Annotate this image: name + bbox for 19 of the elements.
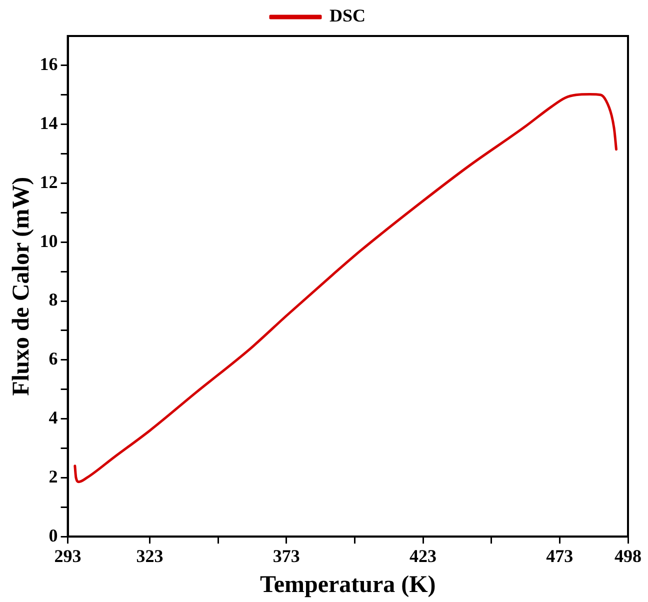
x-tick-label: 498 xyxy=(614,546,642,566)
y-tick-label: 8 xyxy=(48,290,58,310)
y-tick-label: 0 xyxy=(48,525,58,546)
x-tick-label: 423 xyxy=(410,546,437,566)
y-tick-label: 10 xyxy=(40,230,58,251)
y-tick-label: 6 xyxy=(48,348,58,369)
x-axis-title: Temperatura (K) xyxy=(260,572,436,598)
y-tick-label: 4 xyxy=(48,407,58,428)
x-tick-label: 473 xyxy=(546,546,574,566)
x-tick-label: 293 xyxy=(54,546,82,566)
line-series xyxy=(74,93,618,484)
legend-label: DSC xyxy=(329,6,366,26)
y-tick-label: 14 xyxy=(40,112,58,133)
y-tick-label: 12 xyxy=(40,172,58,192)
x-tick-label: 373 xyxy=(272,546,300,566)
y-axis-title: Fluxo de Calor (mW) xyxy=(8,176,35,396)
y-tick-label: 2 xyxy=(48,466,58,486)
x-tick-label: 323 xyxy=(136,546,164,566)
y-tick-label: 16 xyxy=(40,54,58,74)
